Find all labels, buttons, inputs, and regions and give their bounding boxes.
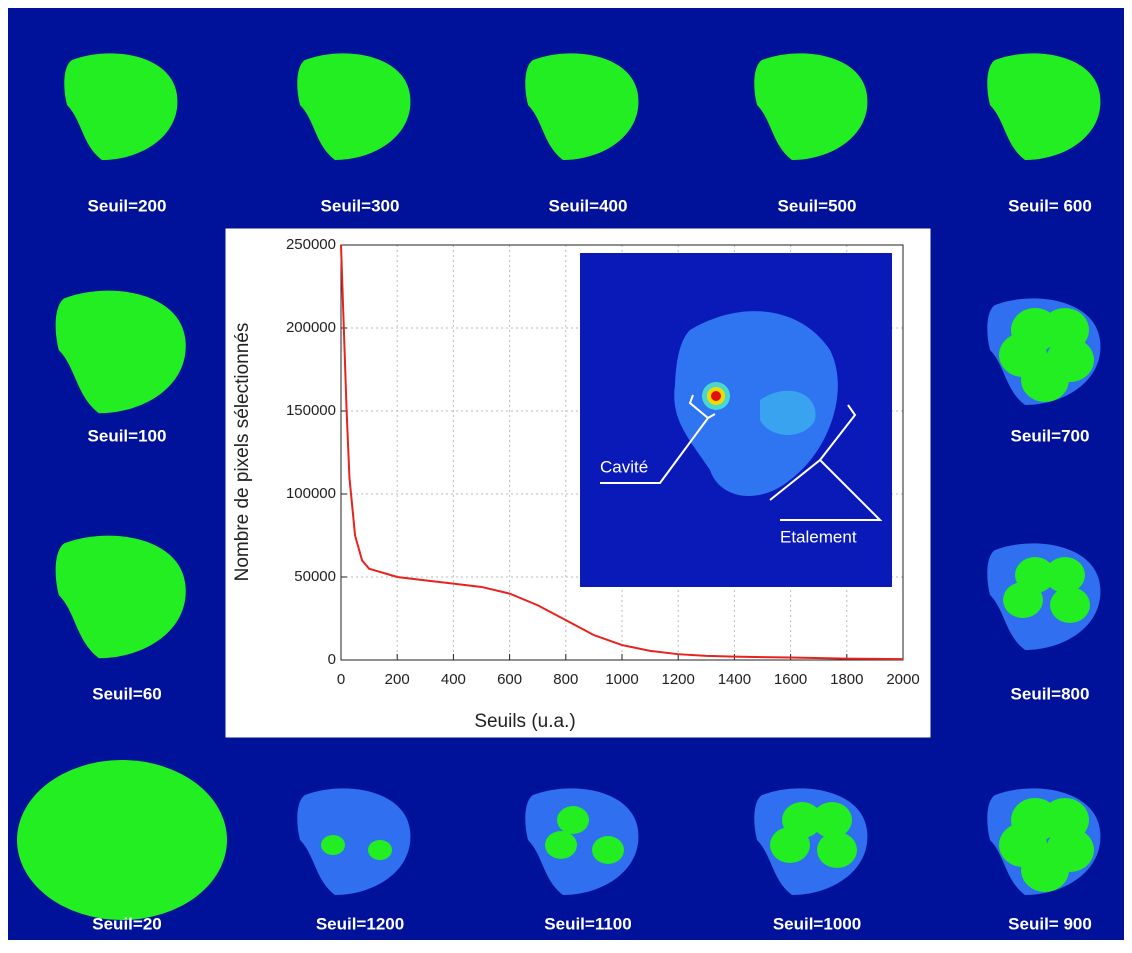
x-tick-label: 600	[497, 671, 522, 688]
threshold-mask	[1015, 557, 1055, 593]
threshold-mask	[297, 53, 411, 160]
spread-pointer	[769, 404, 883, 521]
raw-image	[297, 788, 411, 895]
threshold-mask	[545, 831, 577, 859]
y-tick-label: 100000	[286, 485, 336, 502]
panel-label: Seuil=400	[549, 196, 628, 215]
panel-label: Seuil=20	[92, 914, 161, 933]
cavity-core	[711, 391, 721, 401]
panel-label: Seuil=500	[778, 196, 857, 215]
threshold-mask	[1021, 358, 1069, 402]
threshold-mask	[1041, 798, 1089, 842]
raw-image	[525, 788, 639, 895]
threshold-mask	[321, 835, 345, 855]
x-axis-title: Seuils (u.a.)	[474, 711, 575, 732]
data-line	[340, 244, 904, 661]
threshold-mask	[17, 760, 227, 920]
threshold-mask	[1045, 557, 1085, 593]
threshold-mask	[525, 53, 639, 160]
panel-label: Seuil=800	[1011, 684, 1090, 703]
x-tick-label: 1000	[605, 671, 638, 688]
x-tick-label: 1800	[830, 671, 863, 688]
threshold-mask	[55, 290, 186, 414]
panel-label: Seuil=1100	[544, 914, 631, 933]
panel-label: Seuil=300	[321, 196, 400, 215]
cavity-pointer	[600, 394, 716, 484]
annotation: Etalement	[780, 527, 857, 546]
annotation: Cavité	[600, 457, 648, 476]
panel-label: Seuil=100	[88, 426, 167, 445]
y-tick-label: 250000	[286, 236, 336, 253]
y-tick-label: 0	[328, 651, 336, 668]
panel-label: Seuil=60	[92, 684, 161, 703]
x-tick-label: 1200	[662, 671, 695, 688]
threshold-mask	[1050, 587, 1090, 623]
y-tick-label: 50000	[294, 568, 336, 585]
x-tick-label: 400	[441, 671, 466, 688]
threshold-mask	[557, 806, 589, 834]
panel-label: Seuil= 900	[1008, 914, 1092, 933]
panel-label: Seuil=200	[88, 196, 167, 215]
x-tick-label: 200	[385, 671, 410, 688]
x-tick-label: 800	[553, 671, 578, 688]
threshold-mask	[782, 802, 822, 838]
threshold-mask	[55, 535, 186, 659]
panel-label: Seuil=700	[1011, 426, 1090, 445]
x-tick-label: 2000	[886, 671, 919, 688]
x-tick-label: 1400	[718, 671, 751, 688]
x-tick-label: 0	[337, 671, 345, 688]
y-axis-title: Nombre de pixels sélectionnés	[232, 323, 253, 582]
inset-blob	[674, 311, 838, 497]
y-tick-label: 200000	[286, 319, 336, 336]
threshold-mask	[368, 840, 392, 860]
x-tick-label: 1600	[774, 671, 807, 688]
threshold-mask	[754, 53, 868, 160]
panel-label: Seuil=1000	[773, 914, 861, 933]
threshold-mask	[817, 832, 857, 868]
threshold-mask	[64, 53, 178, 160]
threshold-mask	[1041, 308, 1089, 352]
threshold-mask	[987, 53, 1101, 160]
threshold-mask	[812, 802, 852, 838]
panel-label: Seuil= 600	[1008, 196, 1092, 215]
y-tick-label: 150000	[286, 402, 336, 419]
threshold-mask	[592, 836, 624, 864]
panel-label: Seuil=1200	[316, 914, 404, 933]
inset-highlight	[760, 390, 816, 435]
plot-frame	[340, 244, 904, 661]
threshold-mask	[1021, 848, 1069, 892]
